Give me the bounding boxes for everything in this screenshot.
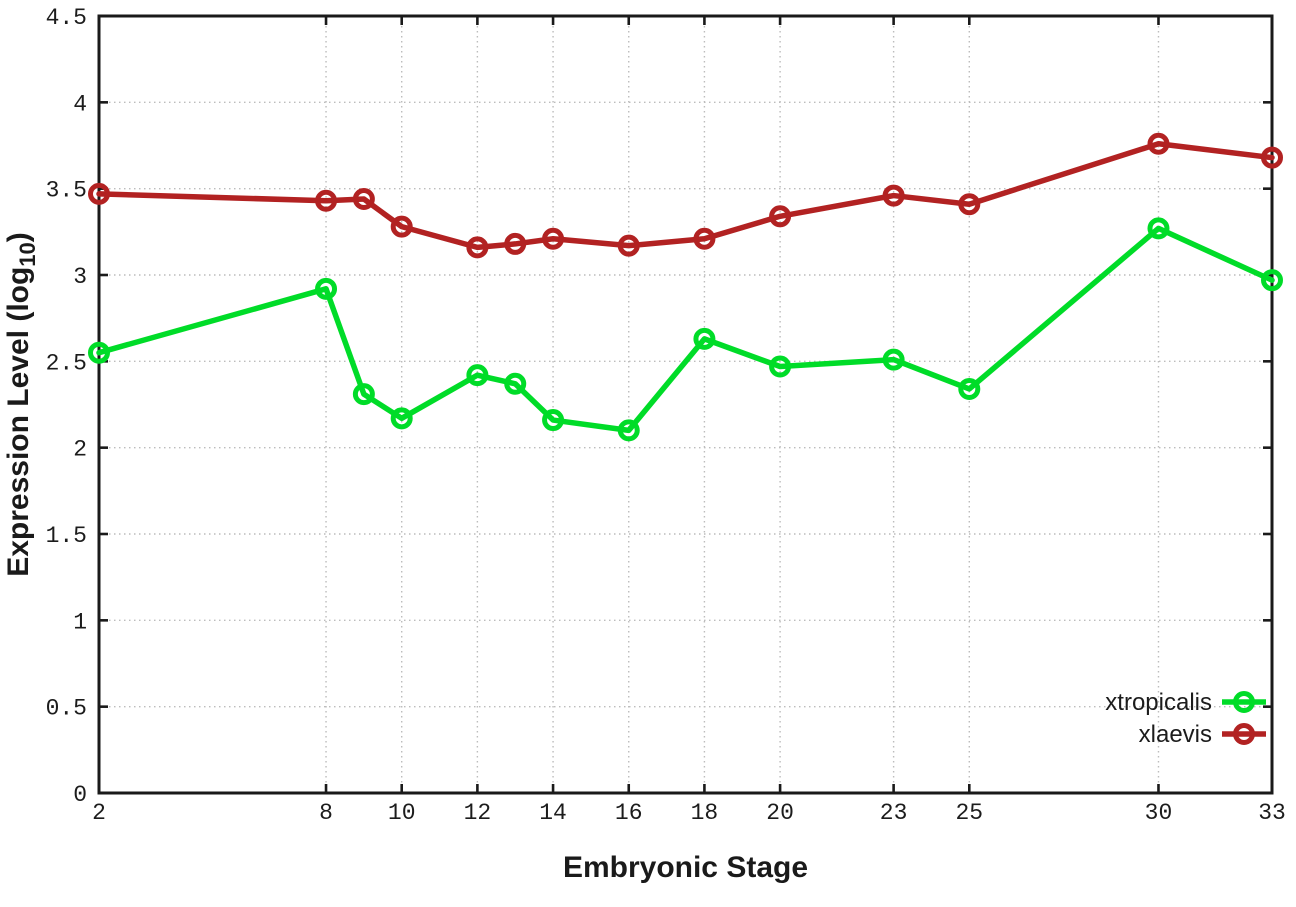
svg-text:12: 12 [464, 800, 492, 826]
data-point-marker [390, 215, 413, 238]
legend-label: xtropicalis [1105, 689, 1212, 716]
series-xlaevis [88, 132, 1283, 259]
svg-text:2.5: 2.5 [46, 350, 87, 376]
svg-text:16: 16 [615, 800, 643, 826]
data-point-marker [617, 419, 640, 442]
svg-text:2: 2 [92, 800, 106, 826]
svg-text:4.5: 4.5 [46, 5, 87, 31]
svg-text:18: 18 [691, 800, 719, 826]
data-point-marker [88, 182, 110, 205]
data-point-marker [352, 188, 375, 211]
data-point-marker [542, 227, 565, 250]
svg-text:10: 10 [388, 800, 416, 826]
svg-text:0.5: 0.5 [46, 696, 87, 722]
svg-text:14: 14 [539, 800, 567, 826]
data-point-marker [882, 348, 905, 371]
svg-text:23: 23 [880, 800, 908, 826]
grid-lines [98, 15, 1273, 794]
svg-text:8: 8 [319, 800, 333, 826]
data-point-marker [390, 407, 413, 430]
svg-text:0: 0 [73, 782, 87, 808]
data-point-marker [693, 327, 716, 350]
data-point-marker [504, 372, 527, 395]
svg-text:30: 30 [1145, 800, 1173, 826]
svg-text:33: 33 [1258, 800, 1286, 826]
data-point-marker [769, 355, 792, 378]
data-point-marker [88, 341, 110, 364]
legend-label: xlaevis [1139, 721, 1212, 748]
data-point-marker [542, 409, 565, 432]
data-point-marker [882, 184, 905, 207]
series-line-xlaevis [96, 141, 1275, 251]
data-point-marker [958, 377, 981, 400]
y-tick-labels: 0 0.5 1 1.5 2 2.5 3 3.5 4 4.5 [46, 5, 87, 808]
data-point-marker [1261, 146, 1283, 169]
axis-tick-marks [97, 14, 1274, 795]
y-axis-title: Expression Level (log10) [2, 232, 40, 577]
data-point-marker [769, 205, 792, 228]
x-axis-title: Embryonic Stage [563, 851, 808, 884]
data-point-marker [693, 227, 716, 250]
data-point-marker [466, 236, 489, 259]
data-point-marker [617, 234, 640, 257]
data-point-marker [1147, 132, 1170, 155]
svg-text:25: 25 [955, 800, 983, 826]
svg-text:20: 20 [766, 800, 794, 826]
series-xtropicalis [88, 217, 1283, 442]
data-point-marker [958, 193, 981, 216]
data-point-marker [315, 277, 338, 300]
data-point-marker [352, 383, 375, 406]
data-point-marker [315, 189, 338, 212]
svg-text:2: 2 [73, 437, 87, 463]
legend-item-xtropicalis: xtropicalis [1105, 689, 1266, 716]
svg-text:4: 4 [73, 91, 87, 117]
x-tick-labels: 2 8 10 12 14 16 18 20 23 25 30 33 [92, 800, 1286, 826]
legend-sample-marker [1233, 723, 1255, 745]
data-point-marker [1147, 217, 1170, 240]
series-line-xtropicalis [96, 225, 1275, 434]
data-point-marker [1261, 269, 1283, 292]
svg-text:1: 1 [73, 609, 87, 635]
data-point-marker [504, 232, 527, 255]
svg-text:3.5: 3.5 [46, 178, 87, 204]
legend: xtropicalis xlaevis [1105, 689, 1266, 748]
svg-text:3: 3 [73, 264, 87, 290]
plot-border [97, 14, 1274, 795]
legend-item-xlaevis: xlaevis [1139, 721, 1266, 748]
legend-sample-marker [1233, 691, 1255, 713]
data-point-marker [466, 364, 489, 387]
svg-text:1.5: 1.5 [46, 523, 87, 549]
